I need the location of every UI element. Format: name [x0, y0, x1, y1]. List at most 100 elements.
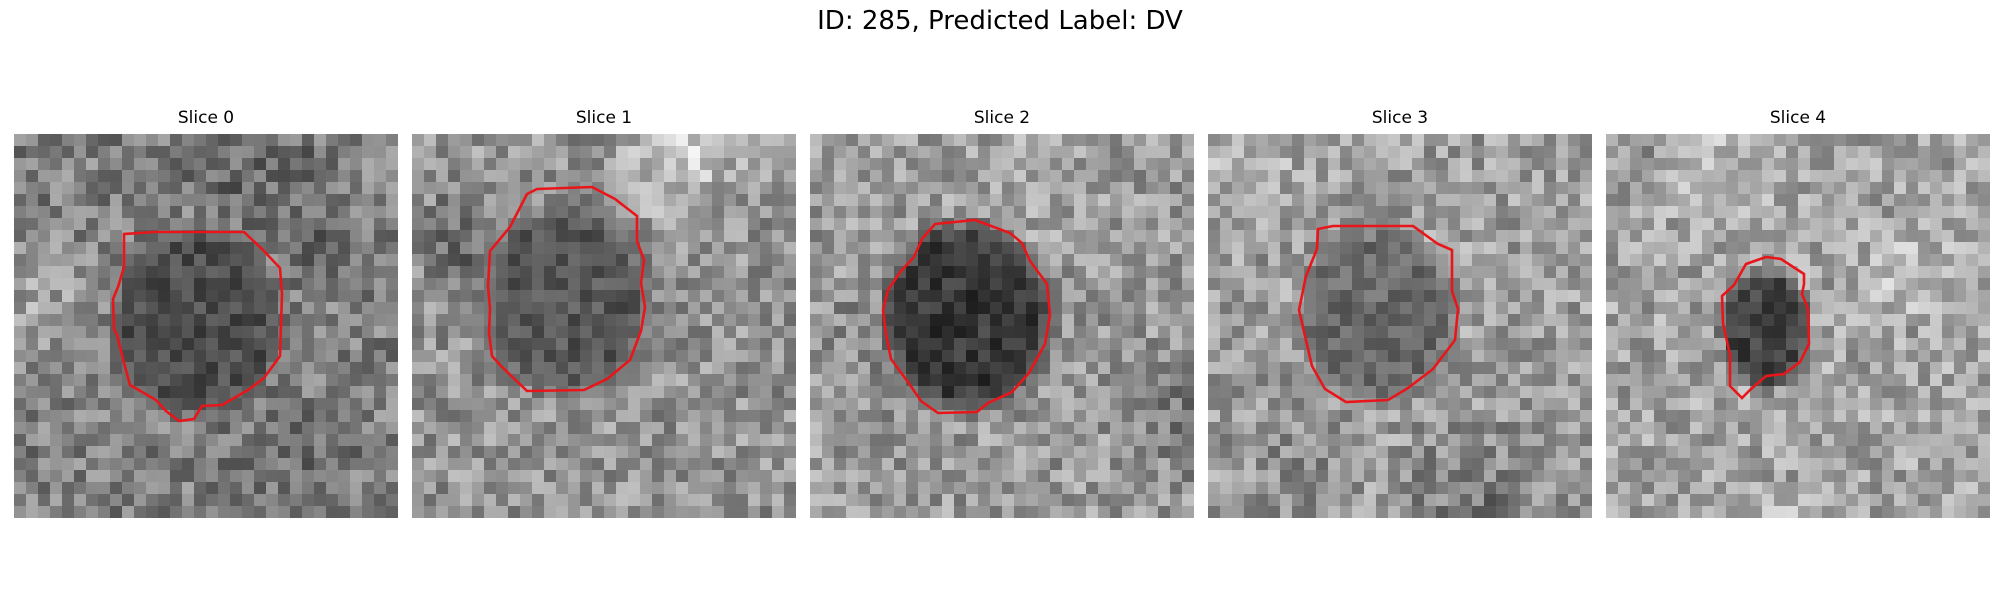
- pixel: [170, 446, 182, 458]
- pixel: [736, 434, 748, 446]
- pixel: [760, 242, 772, 254]
- pixel: [1580, 182, 1592, 194]
- pixel: [1280, 326, 1292, 338]
- pixel: [1966, 278, 1978, 290]
- pixel: [254, 326, 266, 338]
- pixel: [846, 302, 858, 314]
- pixel: [1158, 398, 1170, 410]
- pixel: [930, 254, 942, 266]
- pixel: [1098, 410, 1110, 422]
- pixel: [990, 446, 1002, 458]
- pixel: [1448, 206, 1460, 218]
- pixel: [508, 158, 520, 170]
- pixel: [942, 146, 954, 158]
- pixel: [1400, 422, 1412, 434]
- pixel: [460, 470, 472, 482]
- pixel: [858, 338, 870, 350]
- pixel: [1232, 266, 1244, 278]
- pixel: [1352, 218, 1364, 230]
- pixel: [146, 134, 158, 146]
- pixel: [98, 494, 110, 506]
- pixel: [230, 242, 242, 254]
- pixel: [1870, 314, 1882, 326]
- pixel: [748, 458, 760, 470]
- pixel: [496, 398, 508, 410]
- pixel: [1544, 278, 1556, 290]
- pixel: [508, 362, 520, 374]
- pixel: [158, 434, 170, 446]
- pixel: [218, 266, 230, 278]
- pixel: [1870, 254, 1882, 266]
- pixel: [230, 290, 242, 302]
- pixel: [1472, 194, 1484, 206]
- pixel: [1750, 410, 1762, 422]
- pixel: [472, 206, 484, 218]
- pixel: [676, 350, 688, 362]
- pixel: [1810, 206, 1822, 218]
- pixel: [1520, 326, 1532, 338]
- pixel: [1618, 254, 1630, 266]
- pixel: [1014, 470, 1026, 482]
- pixel: [604, 230, 616, 242]
- pixel: [1978, 230, 1990, 242]
- pixel: [448, 386, 460, 398]
- pixel: [1762, 182, 1774, 194]
- pixel: [278, 158, 290, 170]
- pixel: [1388, 230, 1400, 242]
- pixel: [1062, 302, 1074, 314]
- pixel: [62, 230, 74, 242]
- pixel: [784, 218, 796, 230]
- pixel: [230, 434, 242, 446]
- pixel: [1870, 326, 1882, 338]
- pixel: [1738, 374, 1750, 386]
- pixel: [350, 182, 362, 194]
- pixel: [1472, 290, 1484, 302]
- pixel: [1050, 170, 1062, 182]
- pixel: [858, 326, 870, 338]
- pixel: [50, 134, 62, 146]
- pixel: [1412, 146, 1424, 158]
- pixel: [1074, 278, 1086, 290]
- pixel: [700, 158, 712, 170]
- pixel: [894, 422, 906, 434]
- pixel: [1666, 338, 1678, 350]
- pixel: [822, 206, 834, 218]
- pixel: [448, 434, 460, 446]
- pixel: [1532, 338, 1544, 350]
- pixel: [1146, 506, 1158, 518]
- pixel: [1484, 434, 1496, 446]
- pixel: [86, 278, 98, 290]
- pixel: [640, 458, 652, 470]
- pixel: [158, 374, 170, 386]
- pixel: [1786, 134, 1798, 146]
- pixel: [1580, 158, 1592, 170]
- pixel: [1026, 470, 1038, 482]
- pixel: [460, 458, 472, 470]
- pixel: [182, 470, 194, 482]
- pixel: [386, 302, 398, 314]
- pixel: [1580, 242, 1592, 254]
- pixel: [146, 350, 158, 362]
- pixel: [1086, 362, 1098, 374]
- pixel: [362, 146, 374, 158]
- pixel: [616, 170, 628, 182]
- pixel: [1170, 338, 1182, 350]
- pixel: [834, 494, 846, 506]
- pixel: [822, 254, 834, 266]
- pixel: [170, 374, 182, 386]
- pixel: [1762, 290, 1774, 302]
- pixel: [1822, 182, 1834, 194]
- pixel: [1654, 218, 1666, 230]
- pixel: [170, 350, 182, 362]
- pixel: [374, 386, 386, 398]
- pixel: [1316, 290, 1328, 302]
- pixel: [472, 170, 484, 182]
- pixel: [1280, 446, 1292, 458]
- pixel: [688, 386, 700, 398]
- pixel: [1364, 410, 1376, 422]
- pixel: [760, 362, 772, 374]
- pixel: [532, 278, 544, 290]
- pixel: [74, 362, 86, 374]
- pixel: [1606, 206, 1618, 218]
- pixel: [1220, 398, 1232, 410]
